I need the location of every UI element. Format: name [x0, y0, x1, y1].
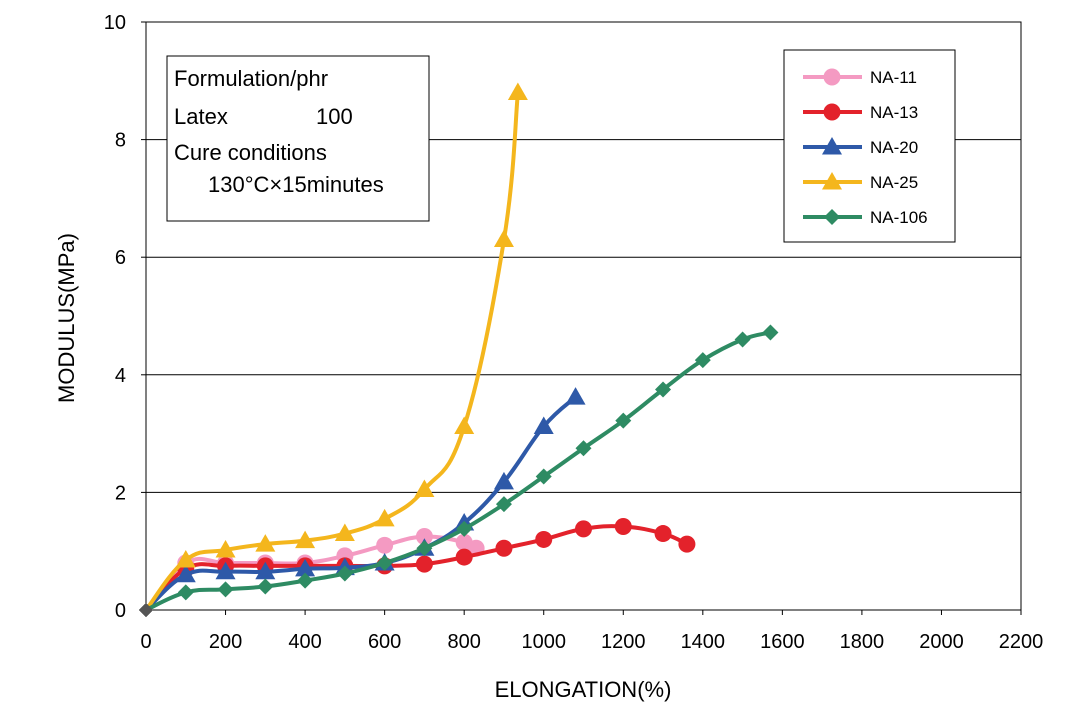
data-point-na-20 [295, 558, 316, 577]
data-point-na-106 [177, 584, 194, 601]
data-point-na-106 [336, 565, 353, 582]
legend-label: NA-25 [870, 173, 918, 192]
annotation-cure-values: 130°C×15minutes [208, 172, 384, 197]
data-point-na-25 [374, 508, 395, 527]
data-point-na-106 [535, 468, 552, 485]
data-point-na-13 [415, 555, 433, 573]
legend-marker [823, 103, 841, 121]
y-tick-label: 8 [115, 130, 126, 152]
y-tick-label: 4 [115, 365, 126, 387]
legend: NA-11 NA-13 NA-20 NA-25 NA-106 [783, 49, 956, 243]
data-point-na-20 [175, 564, 196, 583]
y-tick-label: 2 [115, 482, 126, 504]
data-point-na-106 [376, 554, 393, 571]
legend-marker [824, 209, 840, 225]
plot-area [145, 21, 1022, 611]
data-point-na-11 [376, 536, 394, 554]
data-point-origin [139, 603, 153, 617]
data-point-na-25 [493, 229, 514, 248]
data-point-na-11 [415, 528, 433, 545]
data-point-na-25 [255, 534, 276, 552]
data-point-na-106 [416, 540, 433, 557]
legend-marker [822, 137, 842, 155]
data-point-na-25 [454, 416, 475, 435]
data-point-na-106 [217, 581, 234, 598]
data-point-na-106 [734, 331, 751, 348]
data-point-na-13 [654, 525, 672, 543]
x-tick-label: 1400 [681, 631, 726, 653]
x-tick-label: 1000 [521, 631, 566, 653]
legend-label: NA-11 [870, 68, 917, 87]
legend-item-na-25: NA-25 [803, 172, 918, 192]
data-point-na-106 [694, 352, 711, 369]
data-point-na-13 [455, 548, 473, 566]
data-point-na-25 [414, 479, 435, 497]
y-tick-label: 6 [115, 247, 126, 269]
legend-item-na-20: NA-20 [803, 137, 918, 157]
data-point-na-25 [507, 82, 528, 101]
legend-label: NA-13 [870, 103, 918, 122]
x-tick-label: 800 [447, 631, 480, 653]
x-tick-label: 600 [368, 631, 401, 653]
y-axis: 0 2 4 6 8 10 [104, 12, 146, 622]
series-na-20 [139, 387, 586, 617]
annotation-frame [166, 55, 430, 222]
x-tick-label: 1800 [840, 631, 885, 653]
data-point-na-13 [575, 520, 592, 538]
legend-item-na-106: NA-106 [803, 208, 928, 227]
data-point-na-20 [493, 471, 514, 490]
data-point-na-106 [257, 578, 274, 595]
x-tick-label: 2200 [999, 631, 1044, 653]
data-point-na-20 [215, 561, 236, 580]
x-tick-label: 200 [209, 631, 242, 653]
data-point-na-13 [495, 539, 513, 557]
data-point-na-20 [565, 387, 586, 405]
series-na-25 [139, 82, 528, 617]
data-point-na-20 [255, 561, 276, 580]
annotation-box: Formulation/phr Latex 100 Cure condition… [166, 55, 430, 222]
annotation-cure-conditions: Cure conditions [174, 140, 327, 165]
x-axis-title: ELONGATION(%) [495, 677, 672, 702]
legend-label: NA-106 [870, 208, 928, 227]
data-point-na-13 [678, 535, 696, 553]
y-axis-title: MODULUS(MPa) [54, 233, 79, 403]
data-point-na-25 [175, 550, 196, 568]
legend-marker [823, 68, 841, 86]
data-point-na-25 [215, 540, 236, 558]
data-point-na-13 [535, 530, 553, 548]
x-tick-label: 400 [288, 631, 321, 653]
data-point-na-106 [655, 381, 672, 398]
legend-item-na-11: NA-11 [803, 68, 917, 87]
data-point-na-106 [575, 440, 592, 457]
data-point-na-106 [297, 572, 314, 589]
x-tick-label: 1200 [601, 631, 646, 653]
legend-label: NA-20 [870, 138, 918, 157]
data-point-na-13 [614, 518, 632, 536]
data-point-na-20 [533, 416, 554, 435]
data-point-na-106 [762, 324, 779, 341]
x-tick-label: 0 [140, 631, 151, 653]
data-point-na-106 [456, 520, 473, 537]
data-point-na-106 [495, 496, 512, 513]
legend-marker [822, 172, 842, 190]
y-tick-label: 10 [104, 12, 126, 34]
x-axis: 0 200 400 600 800 1000 1200 1400 1600 1800 2000 220… [140, 610, 1043, 653]
series-layer [139, 82, 779, 617]
series-line-na-106 [144, 330, 773, 612]
annotation-formulation: Formulation/phr [174, 66, 328, 91]
legend-item-na-13: NA-13 [803, 103, 918, 122]
annotation-latex-label: Latex [174, 104, 228, 129]
annotation-latex-value: 100 [316, 104, 353, 129]
x-tick-label: 1600 [760, 631, 805, 653]
x-tick-label: 2000 [919, 631, 964, 653]
y-tick-label: 0 [115, 600, 126, 622]
data-point-na-106 [615, 412, 632, 429]
data-point-na-25 [295, 530, 316, 549]
data-point-na-25 [334, 523, 355, 542]
series-na-106 [139, 324, 779, 617]
